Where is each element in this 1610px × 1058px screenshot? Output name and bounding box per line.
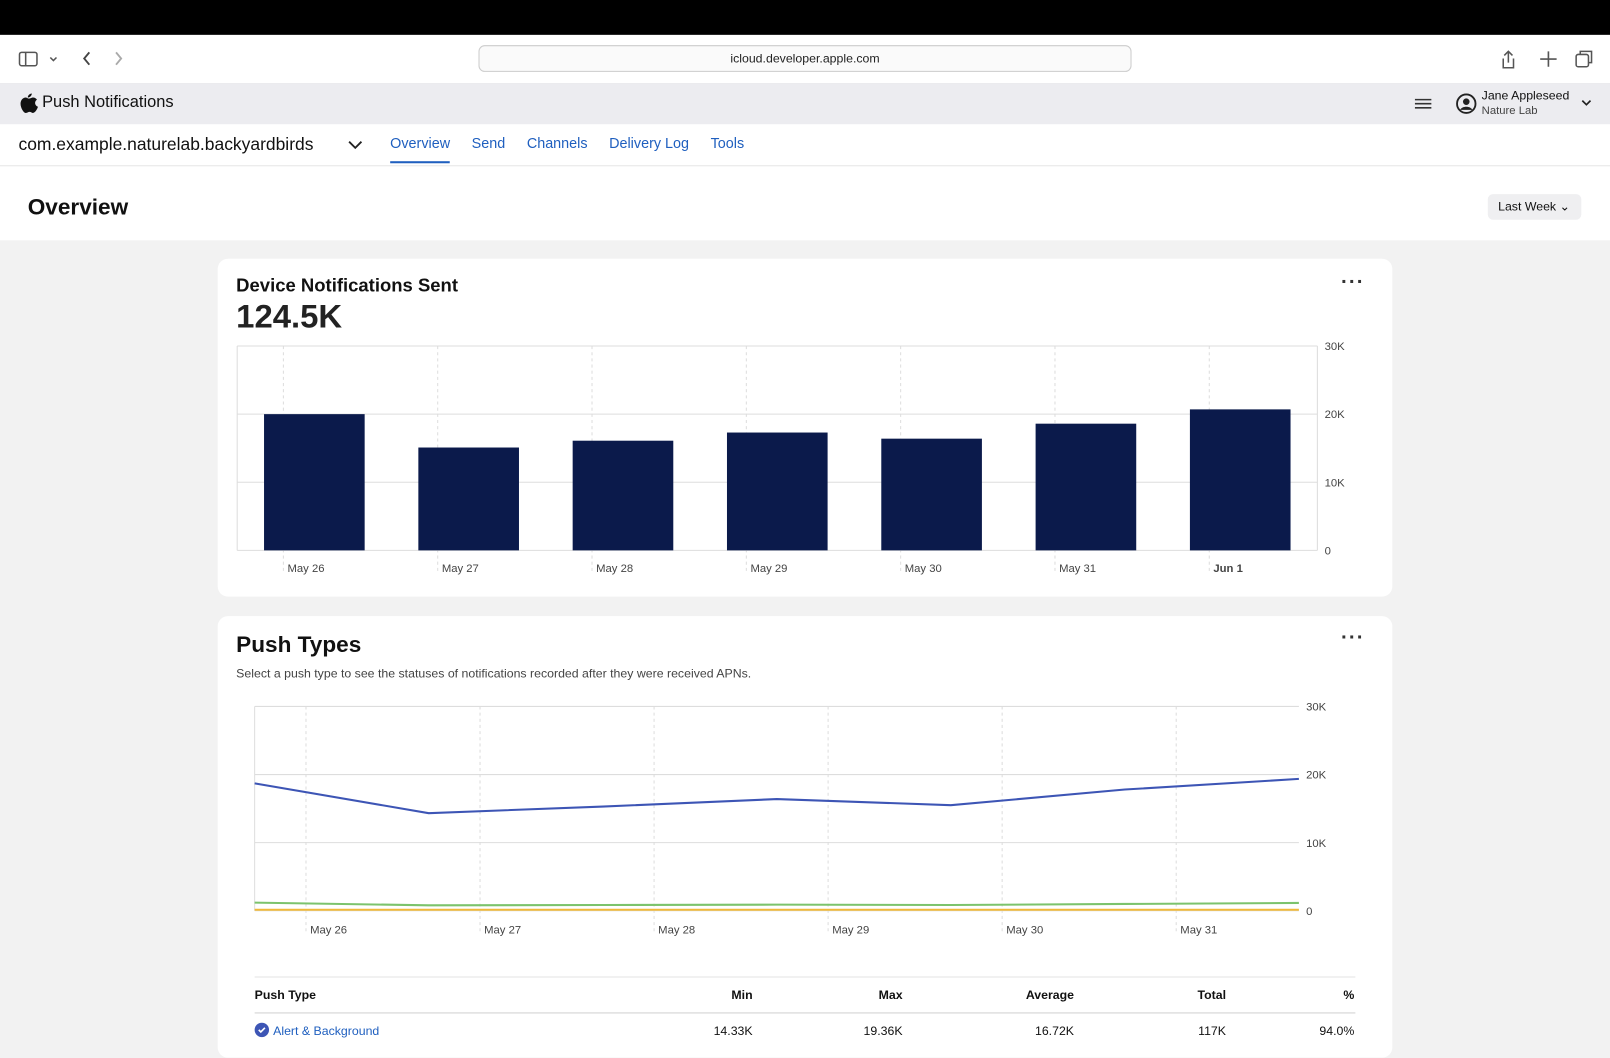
x-tick-label: May 31 <box>1180 924 1217 936</box>
x-tick-label: May 28 <box>658 924 695 936</box>
x-tick-label: May 26 <box>288 563 325 575</box>
x-tick-label: May 28 <box>596 563 633 575</box>
x-tick-label: May 30 <box>1006 924 1043 936</box>
x-tick-label: May 31 <box>1059 563 1096 575</box>
y-tick-label: 10K <box>1325 477 1346 489</box>
line-series <box>255 903 1299 906</box>
x-tick-label: May 27 <box>484 924 521 936</box>
x-tick-label: May 30 <box>905 563 942 575</box>
y-tick-label: 30K <box>1306 702 1327 714</box>
y-tick-label: 0 <box>1306 906 1312 918</box>
x-tick-label: May 29 <box>750 563 787 575</box>
bar <box>727 433 828 551</box>
y-tick-label: 10K <box>1306 838 1327 850</box>
y-tick-label: 20K <box>1325 409 1346 421</box>
x-tick-label: May 29 <box>832 924 869 936</box>
x-tick-label: May 26 <box>310 924 347 936</box>
y-tick-label: 0 <box>1325 545 1331 557</box>
bar <box>1190 409 1291 550</box>
x-tick-label: Jun 1 <box>1213 563 1242 575</box>
bar <box>881 439 982 551</box>
bar <box>573 441 674 551</box>
bar <box>1036 424 1137 551</box>
line-series <box>255 779 1299 813</box>
y-tick-label: 30K <box>1325 341 1346 353</box>
bar <box>418 448 519 551</box>
y-tick-label: 20K <box>1306 770 1327 782</box>
bar <box>264 414 365 550</box>
x-tick-label: May 27 <box>442 563 479 575</box>
